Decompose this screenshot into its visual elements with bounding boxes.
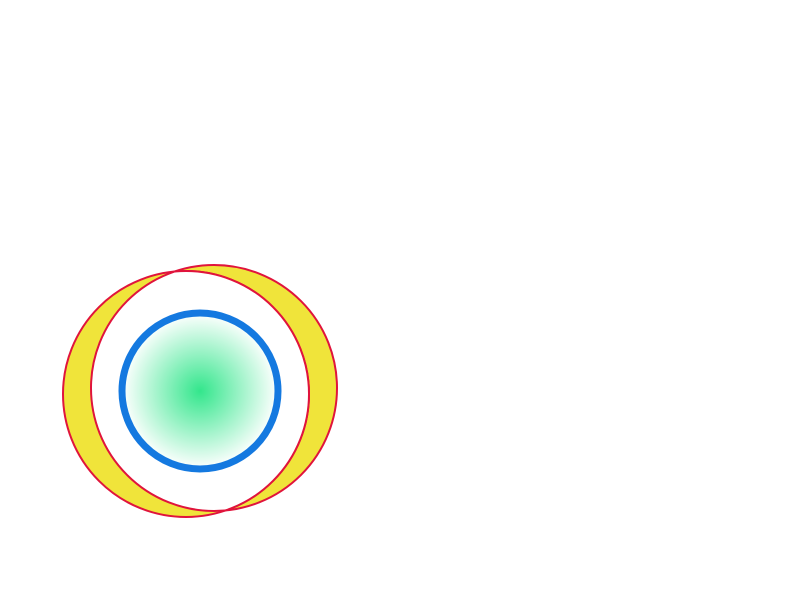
overlap-edge bbox=[91, 270, 310, 511]
blue-ring-disc bbox=[118, 309, 282, 473]
gradient-disc-icon bbox=[118, 309, 282, 473]
